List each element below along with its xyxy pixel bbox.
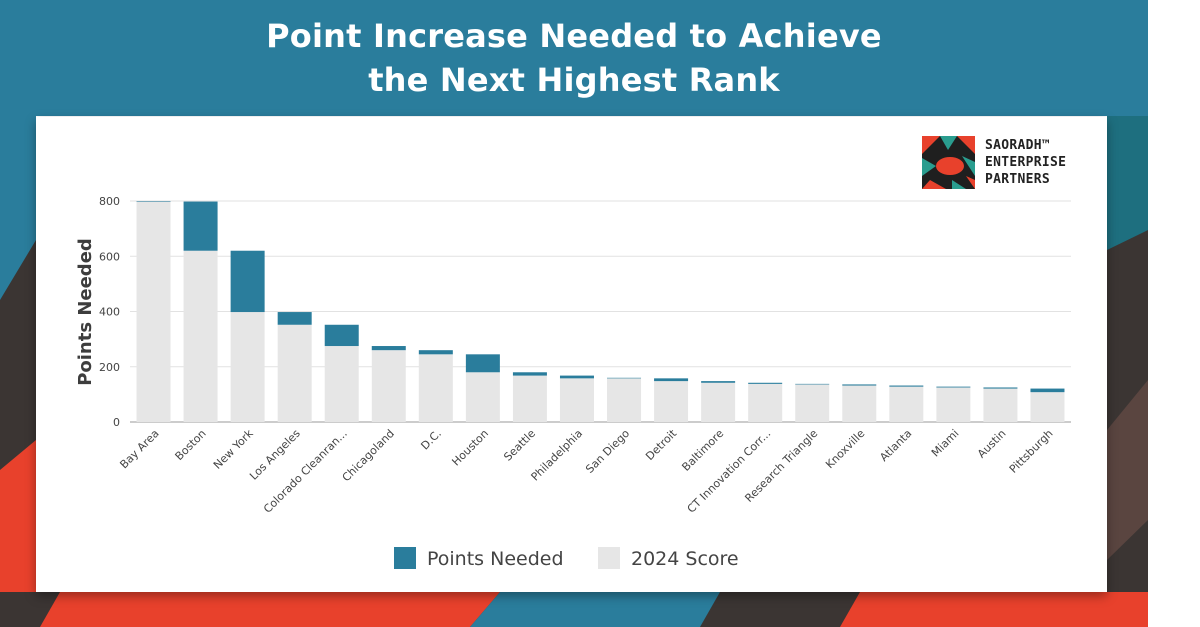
y-tick-label-0: 0 bbox=[113, 416, 120, 429]
y-tick-label-400: 400 bbox=[99, 306, 120, 319]
bar-points-needed bbox=[512, 372, 547, 376]
logo-mark-icon bbox=[922, 136, 975, 189]
bar-points-needed bbox=[795, 383, 830, 385]
bar-2024-score bbox=[607, 378, 642, 422]
legend-label: 2024 Score bbox=[631, 548, 739, 570]
bar-points-needed bbox=[889, 385, 924, 387]
x-tick-label: D.C. bbox=[418, 427, 444, 453]
y-tick-label-200: 200 bbox=[99, 361, 120, 374]
bar-2024-score bbox=[983, 388, 1018, 422]
x-tick-label: Boston bbox=[173, 427, 209, 463]
bar-points-needed bbox=[277, 312, 312, 325]
x-tick-label: Colorado Cleanran... bbox=[261, 427, 350, 516]
bar-points-needed bbox=[936, 386, 971, 388]
x-tick-label: CT Innovation Corr... bbox=[685, 427, 774, 516]
x-tick-label: Pittsburgh bbox=[1007, 427, 1056, 476]
bar-2024-score bbox=[465, 372, 500, 422]
bar-points-needed bbox=[701, 381, 736, 383]
x-tick-label: Austin bbox=[975, 427, 1009, 461]
bar-points-needed bbox=[371, 346, 406, 351]
bar-2024-score bbox=[1030, 392, 1065, 422]
bar-2024-score bbox=[842, 385, 877, 422]
bar-2024-score bbox=[277, 324, 312, 422]
company-logo: SAORADH™ ENTERPRISE PARTNERS bbox=[922, 136, 1092, 192]
bar-2024-score bbox=[324, 346, 359, 422]
x-tick-label: New York bbox=[211, 426, 256, 471]
x-tick-label: Miami bbox=[929, 427, 962, 460]
bar-2024-score bbox=[136, 201, 171, 422]
bar-2024-score bbox=[230, 312, 265, 422]
x-tick-label: Detroit bbox=[643, 426, 679, 462]
bar-points-needed bbox=[559, 375, 594, 379]
x-tick-label: Houston bbox=[449, 427, 491, 469]
bar-points-needed bbox=[230, 250, 265, 313]
bar-points-needed bbox=[465, 354, 500, 373]
bar-points-needed bbox=[983, 387, 1018, 389]
logo-line-1: SAORADH™ bbox=[985, 138, 1051, 153]
bar-2024-score bbox=[371, 350, 406, 422]
bar-points-needed bbox=[654, 378, 689, 382]
logo-line-3: PARTNERS bbox=[985, 172, 1051, 187]
bar-points-needed bbox=[607, 377, 642, 379]
bar-2024-score bbox=[418, 354, 453, 422]
title-line-1: Point Increase Needed to Achieve bbox=[266, 17, 882, 55]
logo-text: SAORADH™ ENTERPRISE PARTNERS bbox=[985, 137, 1066, 188]
bar-2024-score bbox=[748, 383, 783, 422]
bar-2024-score bbox=[654, 381, 689, 422]
bar-points-needed bbox=[748, 382, 783, 384]
bar-points-needed bbox=[136, 201, 171, 202]
bar-2024-score bbox=[936, 387, 971, 422]
x-tick-label: Bay Area bbox=[117, 427, 161, 471]
y-tick-label-600: 600 bbox=[99, 250, 120, 263]
x-tick-label: Knoxville bbox=[823, 427, 867, 471]
title-banner: Point Increase Needed to Achieve the Nex… bbox=[0, 0, 1148, 116]
x-tick-label: Atlanta bbox=[877, 427, 914, 464]
x-tick-label: Seattle bbox=[501, 427, 538, 464]
chart-panel: 0 200 400 600 800 Points Needed Bay Area Boston… bbox=[36, 117, 1107, 592]
legend-swatch bbox=[394, 547, 416, 569]
legend-label: Points Needed bbox=[427, 548, 564, 570]
bar-points-needed bbox=[183, 201, 218, 251]
x-tick-label: San Diego bbox=[583, 427, 632, 476]
y-axis-title: Points Needed bbox=[75, 238, 96, 386]
bar-points-needed bbox=[418, 350, 453, 355]
x-tick-label: Baltimore bbox=[679, 427, 726, 474]
bar-2024-score bbox=[559, 378, 594, 422]
bar-points-needed bbox=[1030, 388, 1065, 393]
logo-line-2: ENTERPRISE bbox=[985, 155, 1067, 170]
bar-2024-score bbox=[701, 382, 736, 422]
bar-points-needed bbox=[324, 324, 359, 347]
bar-2024-score bbox=[795, 384, 830, 422]
bar-2024-score bbox=[512, 375, 547, 422]
y-tick-label-800: 800 bbox=[99, 195, 120, 208]
bar-chart: 0 200 400 600 800 Points Needed Bay Area Boston… bbox=[75, 195, 1071, 570]
bar-2024-score bbox=[183, 250, 218, 422]
legend-swatch bbox=[598, 547, 620, 569]
title-line-2: the Next Highest Rank bbox=[368, 61, 780, 99]
bar-2024-score bbox=[889, 386, 924, 422]
bar-points-needed bbox=[842, 384, 877, 386]
